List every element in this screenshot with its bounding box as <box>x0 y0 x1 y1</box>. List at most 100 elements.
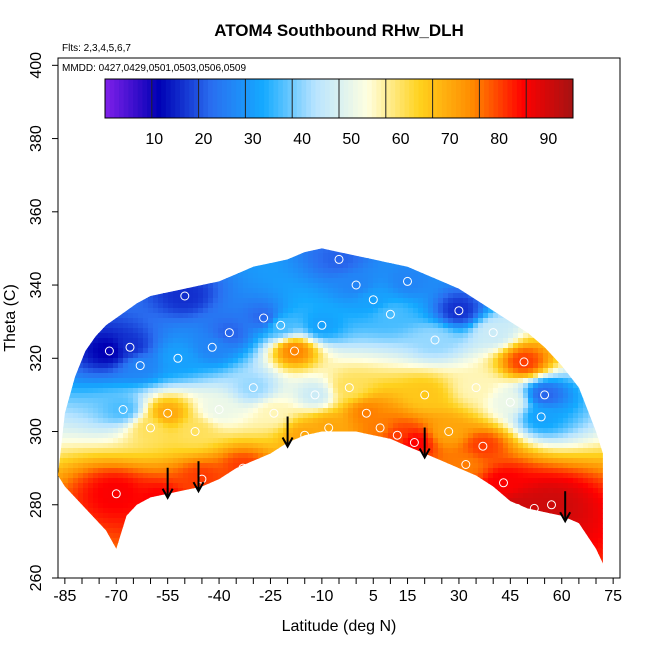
colorbar-segment <box>128 79 134 118</box>
colorbar-segment <box>301 79 307 118</box>
colorbar-segment <box>151 79 157 118</box>
colorbar-segment <box>217 79 223 118</box>
colorbar-segment <box>544 79 551 118</box>
colorbar-segment <box>456 79 462 118</box>
colorbar-segment <box>156 79 162 118</box>
colorbar-tick-label: 20 <box>195 131 213 148</box>
observation-point <box>111 489 121 499</box>
colorbar-segment <box>203 79 209 118</box>
observation-point <box>163 408 173 418</box>
colorbar-segment <box>207 79 214 118</box>
colorbar-segment <box>268 79 274 118</box>
colorbar-tick-label: 90 <box>540 131 558 148</box>
flights-note: Flts: 2,3,4,5,6,7 <box>62 43 131 54</box>
y-tick-label: 280 <box>28 491 45 518</box>
colorbar-segment <box>432 79 438 118</box>
colorbar-segment <box>427 79 434 118</box>
colorbar-tick-label: 50 <box>342 131 360 148</box>
colorbar-segment <box>376 79 382 118</box>
colorbar-segment <box>296 79 303 118</box>
colorbar-segment <box>409 79 415 118</box>
level-arrow <box>192 461 205 494</box>
colorbar-segment <box>236 79 242 118</box>
observation-point <box>519 357 529 367</box>
colorbar-segment <box>399 79 406 118</box>
colorbar-segment <box>339 79 345 118</box>
colorbar-segment <box>105 79 111 118</box>
observation-point <box>461 460 471 469</box>
level-arrow <box>281 416 294 449</box>
observation-point <box>324 423 334 433</box>
observation-point <box>334 254 344 264</box>
observation-point <box>430 335 440 345</box>
colorbar-tick-label: 30 <box>244 131 262 148</box>
colorbar-segment <box>530 79 537 118</box>
colorbar-tick-label: 40 <box>293 131 311 148</box>
observation-point <box>505 397 515 407</box>
colorbar-segment <box>222 79 228 118</box>
y-tick-label: 380 <box>28 125 45 152</box>
colorbar-segment <box>329 79 335 118</box>
colorbar-segment <box>484 79 490 118</box>
colorbar-segment <box>198 79 204 118</box>
observation-point <box>420 390 430 400</box>
mmdd-note: MMDD: 0427,0429,0501,0503,0506,0509 <box>62 63 246 74</box>
colorbar-segment <box>175 79 181 118</box>
colorbar-segment <box>554 79 560 118</box>
colorbar-segment <box>353 79 359 118</box>
colorbar-frame <box>104 78 574 119</box>
colorbar-segment <box>264 79 270 118</box>
x-tick-label: 5 <box>369 588 378 605</box>
observation-point <box>224 328 234 338</box>
colorbar-segment <box>502 79 508 118</box>
observation-point <box>368 295 378 305</box>
chart-title: ATOM4 Southbound RHw_DLH <box>214 21 464 40</box>
colorbar-segment <box>507 79 513 118</box>
level-arrow <box>418 427 431 460</box>
colorbar-segment <box>395 79 401 118</box>
level-arrows <box>161 416 572 524</box>
colorbar-segment <box>437 79 443 118</box>
x-tick-label: -40 <box>208 588 231 605</box>
observation-point <box>409 438 419 447</box>
colorbar-segment <box>287 79 293 118</box>
y-tick-label: 320 <box>28 345 45 372</box>
colorbar-segment <box>404 79 410 118</box>
observation-point <box>478 441 488 451</box>
colorbar-segment <box>343 79 349 118</box>
level-arrow <box>559 491 572 524</box>
colorbar-segment <box>470 79 476 118</box>
observation-point <box>214 405 224 414</box>
colorbar-segment <box>540 79 546 118</box>
observation-point <box>471 383 481 393</box>
colorbar-segment <box>324 79 331 118</box>
colorbar-segment <box>413 79 420 118</box>
observation-point <box>104 346 114 356</box>
x-axis-label: Latitude (deg N) <box>282 618 397 635</box>
observation-point <box>375 423 385 433</box>
observation-point <box>310 390 320 400</box>
observation-point <box>180 291 190 301</box>
colorbar-segment <box>390 79 396 118</box>
y-axis: 260 280 300 320 340 360 380 400 <box>28 52 58 591</box>
y-tick-label: 300 <box>28 418 45 445</box>
colorbar-segment <box>512 79 518 118</box>
colorbar-segment <box>189 79 195 118</box>
colorbar-segment <box>292 79 298 118</box>
observation-points <box>104 254 556 513</box>
observation-point <box>276 320 286 330</box>
y-tick-label: 260 <box>28 565 45 592</box>
colorbar-segment <box>498 79 504 118</box>
colorbar-segment <box>212 79 218 118</box>
x-axis: -85 -70 -55 -40 -25 -10 5 15 30 45 60 75 <box>53 578 622 605</box>
x-tick-label: 15 <box>399 588 417 605</box>
colorbar-segment <box>147 79 153 118</box>
observation-point <box>156 496 166 506</box>
colorbar-segment <box>334 79 340 118</box>
x-tick-label: 30 <box>450 588 468 605</box>
colorbar-segment <box>465 79 471 118</box>
x-tick-label: -70 <box>105 588 128 605</box>
colorbar-segment <box>310 79 317 118</box>
colorbar-segment <box>109 79 115 118</box>
observation-point <box>190 427 200 436</box>
